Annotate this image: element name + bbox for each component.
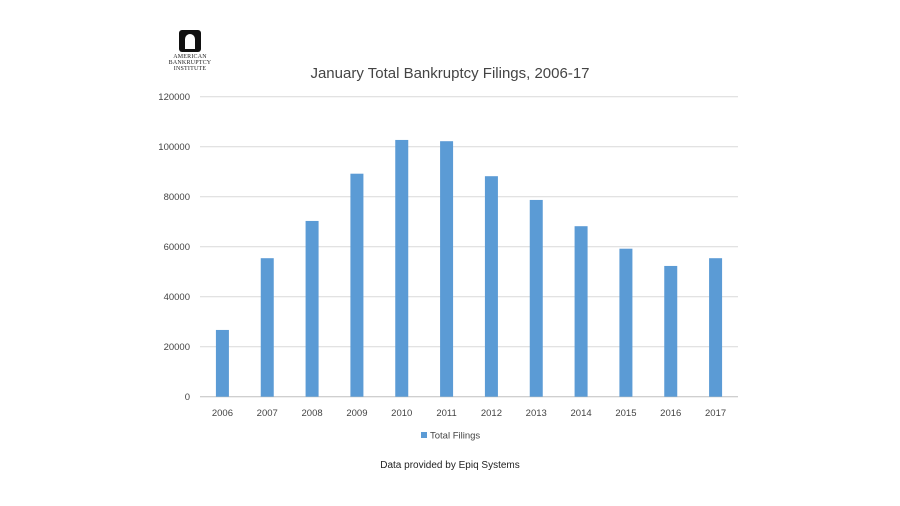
x-tick-label: 2013 [526,408,547,419]
y-tick-label: 40000 [164,292,190,303]
x-tick-label: 2012 [481,408,502,419]
x-tick-label: 2015 [615,408,636,419]
y-tick-label: 80000 [164,192,190,203]
logo-line2: BANKRUPTCY [168,60,212,66]
x-tick-label: 2017 [705,408,726,419]
bar-2015 [619,248,633,397]
chart-title: January Total Bankruptcy Filings, 2006-1… [310,65,589,82]
y-tick-label: 60000 [164,242,190,253]
x-tick-label: 2008 [302,408,323,419]
x-tick-label: 2010 [391,408,412,419]
bar-2011 [440,141,454,397]
x-tick-label: 2016 [660,408,681,419]
bar-2013 [529,199,543,397]
bar-2009 [350,173,364,397]
y-tick-label: 20000 [164,342,190,353]
bar-2008 [305,220,319,397]
x-tick-label: 2014 [571,408,592,419]
legend-swatch [421,432,427,438]
legend-label: Total Filings [430,431,480,442]
bar-2006 [215,329,229,397]
bar-2016 [664,265,678,397]
x-tick-label: 2009 [346,408,367,419]
logo: AMERICAN BANKRUPTCY INSTITUTE [160,30,220,72]
logo-text: AMERICAN BANKRUPTCY INSTITUTE [160,54,220,72]
data-source-note: Data provided by Epiq Systems [380,460,520,471]
x-tick-label: 2006 [212,408,233,419]
logo-line1: AMERICAN [173,54,207,60]
bar-2017 [709,258,723,397]
logo-line3: INSTITUTE [173,66,207,72]
bar-2010 [395,139,409,397]
bar-2012 [484,176,498,397]
y-tick-label: 0 [185,392,190,403]
institute-logo-icon [179,30,201,52]
bar-2007 [260,258,274,397]
y-tick-label: 120000 [158,92,190,103]
bar-2014 [574,226,588,397]
y-tick-label: 100000 [158,142,190,153]
x-tick-label: 2011 [436,408,456,419]
x-tick-label: 2007 [257,408,278,419]
